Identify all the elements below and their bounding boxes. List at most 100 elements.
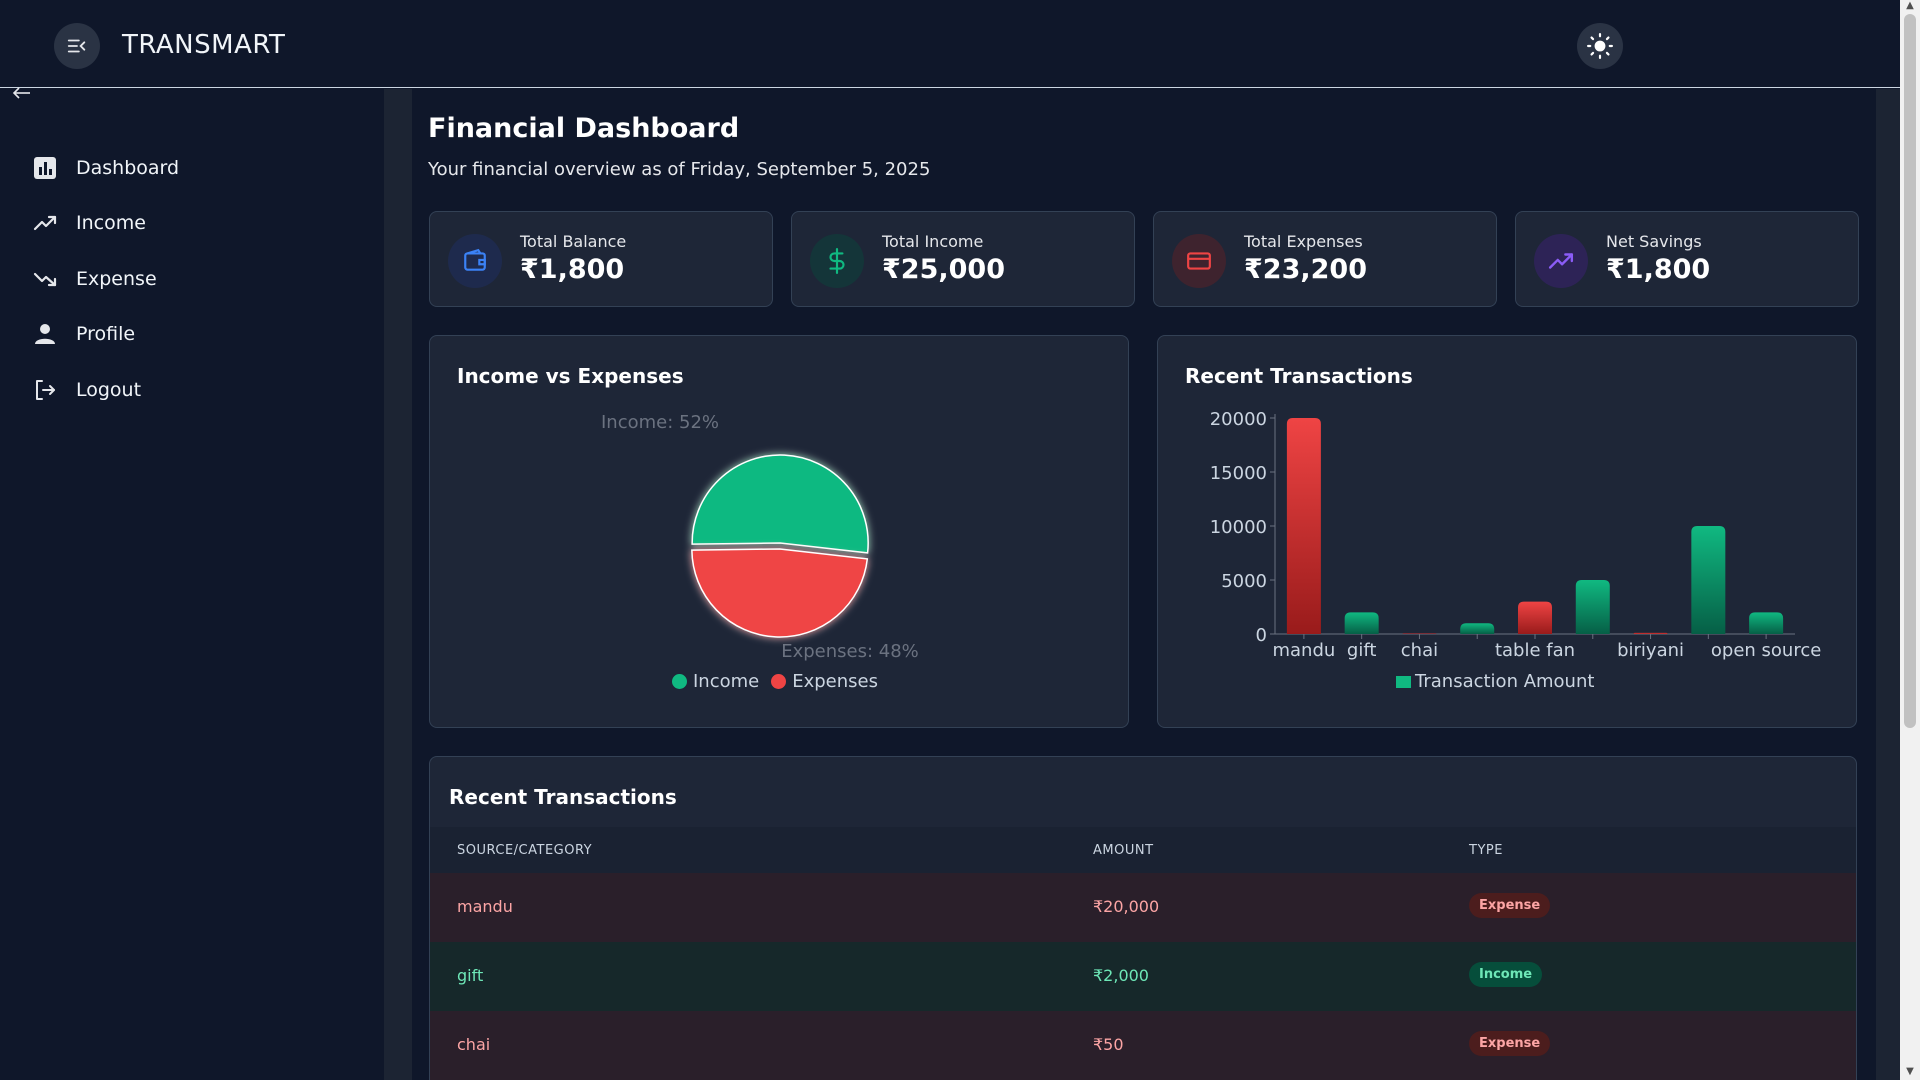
legend-income-label[interactable]: Income: [693, 671, 760, 692]
bar-5[interactable]: [1575, 580, 1610, 634]
type-badge: Income: [1469, 962, 1543, 987]
pie-slice-income[interactable]: [691, 454, 869, 554]
sidebar-gutter: [384, 89, 412, 1080]
trending-up-icon: [33, 215, 57, 231]
panel-title: Recent Transactions: [449, 785, 677, 809]
top-header: TRANSMART: [0, 0, 1900, 88]
bar-legend: Transaction Amount: [1396, 671, 1594, 692]
table-row[interactable]: gift ₹2,000 Income: [430, 942, 1856, 1011]
card-label: Net Savings: [1606, 232, 1702, 251]
col-source: SOURCE/CATEGORY: [457, 843, 593, 858]
y-tick-label: 0: [1256, 625, 1267, 646]
y-tick-label: 5000: [1221, 571, 1267, 592]
page-subtitle: Your financial overview as of Friday, Se…: [428, 159, 931, 180]
y-tick-label: 20000: [1210, 409, 1267, 430]
x-tick-label: biriyani: [1617, 640, 1684, 661]
menu-collapse-icon: [67, 39, 86, 53]
type-badge: Expense: [1469, 893, 1551, 918]
panel-title: Income vs Expenses: [457, 364, 684, 388]
logout-icon: [36, 380, 55, 400]
theme-toggle-button[interactable]: [1577, 23, 1623, 69]
bar-6[interactable]: [1633, 632, 1668, 634]
sidebar-item-logout[interactable]: Logout: [32, 370, 141, 410]
card-icon-circle: [1172, 234, 1226, 288]
col-type: TYPE: [1469, 843, 1503, 858]
main-content: Financial Dashboard Your financial overv…: [412, 89, 1876, 1080]
table-header: SOURCE/CATEGORY AMOUNT TYPE: [430, 827, 1856, 873]
trending-up-icon: [1548, 253, 1574, 269]
y-tick-label: 10000: [1210, 517, 1267, 538]
sidebar: Dashboard Income Expense Profile Logout: [0, 87, 384, 1080]
scrollbar-thumb[interactable]: [1904, 14, 1916, 728]
bar-1[interactable]: [1344, 612, 1379, 634]
bar-chart-icon: [34, 157, 56, 179]
legend-label[interactable]: Transaction Amount: [1415, 671, 1595, 692]
sun-icon: [1587, 33, 1613, 59]
sidebar-item-label: Expense: [76, 268, 157, 290]
panel-title: Recent Transactions: [1185, 364, 1413, 388]
legend-income-dot: [672, 674, 687, 689]
table-row[interactable]: chai ₹50 Expense: [430, 1011, 1856, 1080]
card-value: ₹23,200: [1244, 254, 1367, 285]
x-tick-label: open source: [1711, 640, 1821, 661]
credit-card-icon: [1187, 252, 1211, 270]
scroll-up-icon[interactable]: ▲: [1906, 0, 1914, 11]
legend-swatch: [1396, 675, 1411, 688]
card-total-income: Total Income ₹25,000: [791, 211, 1135, 307]
sidebar-item-dashboard[interactable]: Dashboard: [32, 148, 179, 188]
x-tick-label: chai: [1401, 640, 1438, 661]
card-label: Total Expenses: [1244, 232, 1363, 251]
row-source: chai: [457, 1035, 491, 1054]
legend-expense-label[interactable]: Expenses: [792, 671, 878, 692]
pie-income-label: Income: 52%: [601, 412, 719, 433]
sidebar-item-label: Dashboard: [76, 157, 180, 179]
sidebar-item-expense[interactable]: Expense: [32, 259, 157, 299]
card-label: Total Balance: [520, 232, 627, 251]
sidebar-item-label: Income: [76, 212, 146, 234]
income-vs-expenses-panel: Income vs Expenses Income: 52% Expenses:…: [429, 335, 1129, 728]
row-amount: ₹50: [1093, 1035, 1124, 1054]
sidebar-item-label: Profile: [76, 323, 136, 345]
sidebar-item-profile[interactable]: Profile: [32, 314, 135, 354]
bar-2[interactable]: [1402, 633, 1437, 635]
col-amount: AMOUNT: [1093, 843, 1154, 858]
x-tick-label: table fan: [1495, 640, 1575, 661]
card-net-savings: Net Savings ₹1,800: [1515, 211, 1859, 307]
scroll-down-icon[interactable]: ▼: [1906, 1066, 1914, 1077]
user-icon: [35, 324, 55, 344]
row-source: gift: [457, 966, 484, 985]
pie-expense-label: Expenses: 48%: [781, 641, 919, 662]
card-label: Total Income: [882, 232, 984, 251]
page-title: Financial Dashboard: [428, 113, 740, 144]
wallet-icon: [464, 248, 486, 271]
card-icon-circle: [1534, 234, 1588, 288]
pie-legend: Income Expenses: [672, 671, 878, 692]
bar-0[interactable]: [1286, 418, 1321, 634]
y-tick-label: 15000: [1210, 463, 1267, 484]
card-total-balance: Total Balance ₹1,800: [429, 211, 773, 307]
sidebar-item-label: Logout: [76, 379, 142, 401]
sidebar-item-income[interactable]: Income: [32, 203, 146, 243]
pie-slice-expenses[interactable]: [691, 548, 869, 638]
row-amount: ₹2,000: [1093, 966, 1149, 985]
card-value: ₹1,800: [1606, 254, 1711, 285]
card-value: ₹1,800: [520, 254, 625, 285]
sidebar-collapse-button[interactable]: [12, 81, 32, 105]
card-total-expenses: Total Expenses ₹23,200: [1153, 211, 1497, 307]
bar-7[interactable]: [1691, 526, 1726, 634]
card-value: ₹25,000: [882, 254, 1005, 285]
trending-down-icon: [33, 272, 57, 287]
dollar-icon: [829, 248, 845, 274]
x-tick-label: gift: [1347, 640, 1377, 661]
brand-title: TRANSMART: [122, 30, 286, 60]
main-gutter: [1876, 89, 1900, 1080]
card-icon-circle: [810, 234, 864, 288]
bar-8[interactable]: [1749, 612, 1784, 634]
menu-toggle-button[interactable]: [54, 23, 100, 69]
row-source: mandu: [457, 897, 513, 916]
bar-4[interactable]: [1518, 601, 1552, 634]
bar-3[interactable]: [1460, 623, 1495, 634]
pie-chart: Income: 52% Expenses: 48%: [601, 412, 919, 662]
table-row[interactable]: mandu ₹20,000 Expense: [430, 873, 1856, 942]
recent-transactions-chart-panel: Recent Transactions 0 5000 10000 15000 20000…: [1157, 335, 1857, 728]
